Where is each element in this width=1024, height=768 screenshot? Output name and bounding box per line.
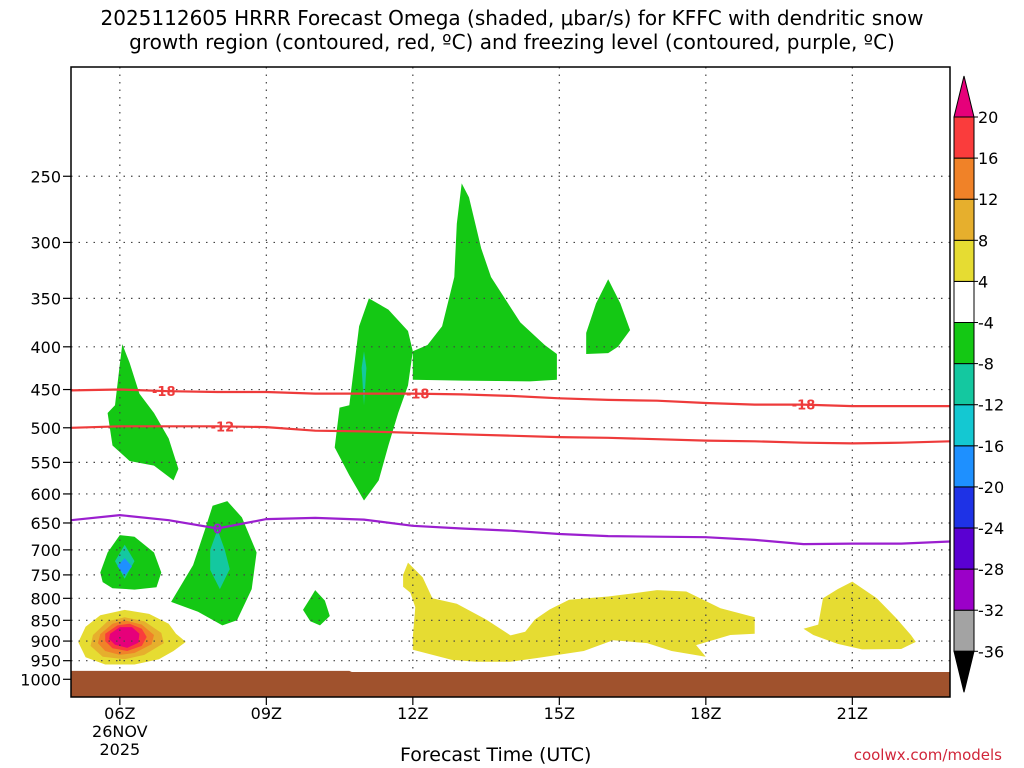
contour-lines: -18 -18 -18 -12 0 [71,385,950,546]
colorbar-bin [953,239,975,282]
colorbar-label--12: -12 [978,396,1004,415]
xtick-label-15Z: 15Z [544,704,575,723]
contour--12 [71,425,950,445]
terrain-polygon [71,670,950,697]
title-line-2: growth region (contoured, red, ºC) and f… [129,30,895,54]
ytick-label-500: 500 [30,419,61,438]
colorbar-bin [953,157,975,200]
colorbar-label--24: -24 [978,519,1004,538]
ytick-label-1000: 1000 [20,670,61,689]
title-line-1: 2025112605 HRRR Forecast Omega (shaded, … [100,6,924,30]
colorbar-bin [953,404,975,447]
colorbar-bin [953,527,975,570]
ytick-label-550: 550 [30,453,61,472]
colorbar-label--8: -8 [978,355,994,374]
ytick-label-300: 300 [30,233,61,252]
x-axis-label: Forecast Time (UTC) [400,744,592,766]
terrain-fill [71,670,950,697]
chart-title: 2025112605 HRRR Forecast Omega (shaded, … [0,6,1024,54]
contour-label-0: 0 [213,523,222,538]
xtick-label-09Z: 09Z [251,704,282,723]
contour-label--18: -18 [152,385,176,400]
colorbar-label-20: 20 [978,108,998,127]
contour-label--18: -18 [792,399,816,414]
omega-region-6 [303,590,330,626]
colorbar-label-4: 4 [978,272,988,291]
xtick-label-21Z: 21Z [837,704,868,723]
colorbar-top-arrow [953,75,975,118]
contour-label--18: -18 [406,388,430,403]
xtick-label-12Z: 12Z [397,704,428,723]
ytick-label-700: 700 [30,541,61,560]
contour-label--12: -12 [211,420,235,435]
omega-region-1 [334,298,413,501]
omega-region-10 [117,558,132,576]
xtick-label-18Z: 18Z [690,704,721,723]
colorbar-label-12: 12 [978,190,998,209]
ytick-label-450: 450 [30,381,61,400]
colorbar-bottom-arrow [953,650,975,693]
ytick-label-250: 250 [30,167,61,186]
xtick-date: 26NOV [92,722,148,741]
credit-link[interactable]: coolwx.com/models [853,746,1002,764]
omega-region-0 [107,344,179,481]
plot-frame [70,66,951,698]
ytick-label-750: 750 [30,566,61,585]
colorbar-bin [953,609,975,652]
xtick-year: 2025 [99,740,140,759]
omega-region-13 [803,581,916,650]
colorbar-label-16: 16 [978,149,998,168]
pressure-axis: 250 300 350 400 450 500 550 600 650 700 750 800 850 9… [20,167,71,689]
omega-region-2 [412,183,557,382]
colorbar-label--28: -28 [978,560,1004,579]
grid-lines [71,67,950,697]
colorbar-bin [953,322,975,365]
xtick-label-06Z: 06Z [104,704,135,723]
ytick-label-650: 650 [30,514,61,533]
colorbar-bin [953,445,975,488]
ytick-label-350: 350 [30,289,61,308]
omega-region-17 [109,627,140,648]
colorbar-label-8: 8 [978,231,988,250]
colorbar-label--4: -4 [978,314,994,333]
colorbar-label--36: -36 [978,642,1004,661]
colorbar: -36 -32 -28 -24 -20 -16 -12 -8 -4 4 8 12 16 20 [953,75,1004,693]
colorbar-bin [953,116,975,159]
ytick-label-600: 600 [30,485,61,504]
omega-region-7 [361,351,367,406]
ytick-label-800: 800 [30,589,61,608]
ytick-label-850: 850 [30,611,61,630]
contour-0 [71,513,950,546]
colorbar-bin [953,568,975,611]
colorbar-bin [953,198,975,241]
ytick-label-950: 950 [30,652,61,671]
colorbar-bin [953,363,975,406]
ytick-label-400: 400 [30,338,61,357]
colorbar-bin [953,280,975,323]
omega-region-3 [586,279,631,354]
colorbar-label--32: -32 [978,601,1004,620]
omega-region-9 [210,529,230,590]
omega-region-12 [403,562,755,662]
colorbar-label--16: -16 [978,437,1004,456]
colorbar-label--20: -20 [978,478,1004,497]
ytick-label-900: 900 [30,632,61,651]
contour--18 [71,388,950,408]
omega-shading [78,183,916,665]
colorbar-bin [953,486,975,529]
